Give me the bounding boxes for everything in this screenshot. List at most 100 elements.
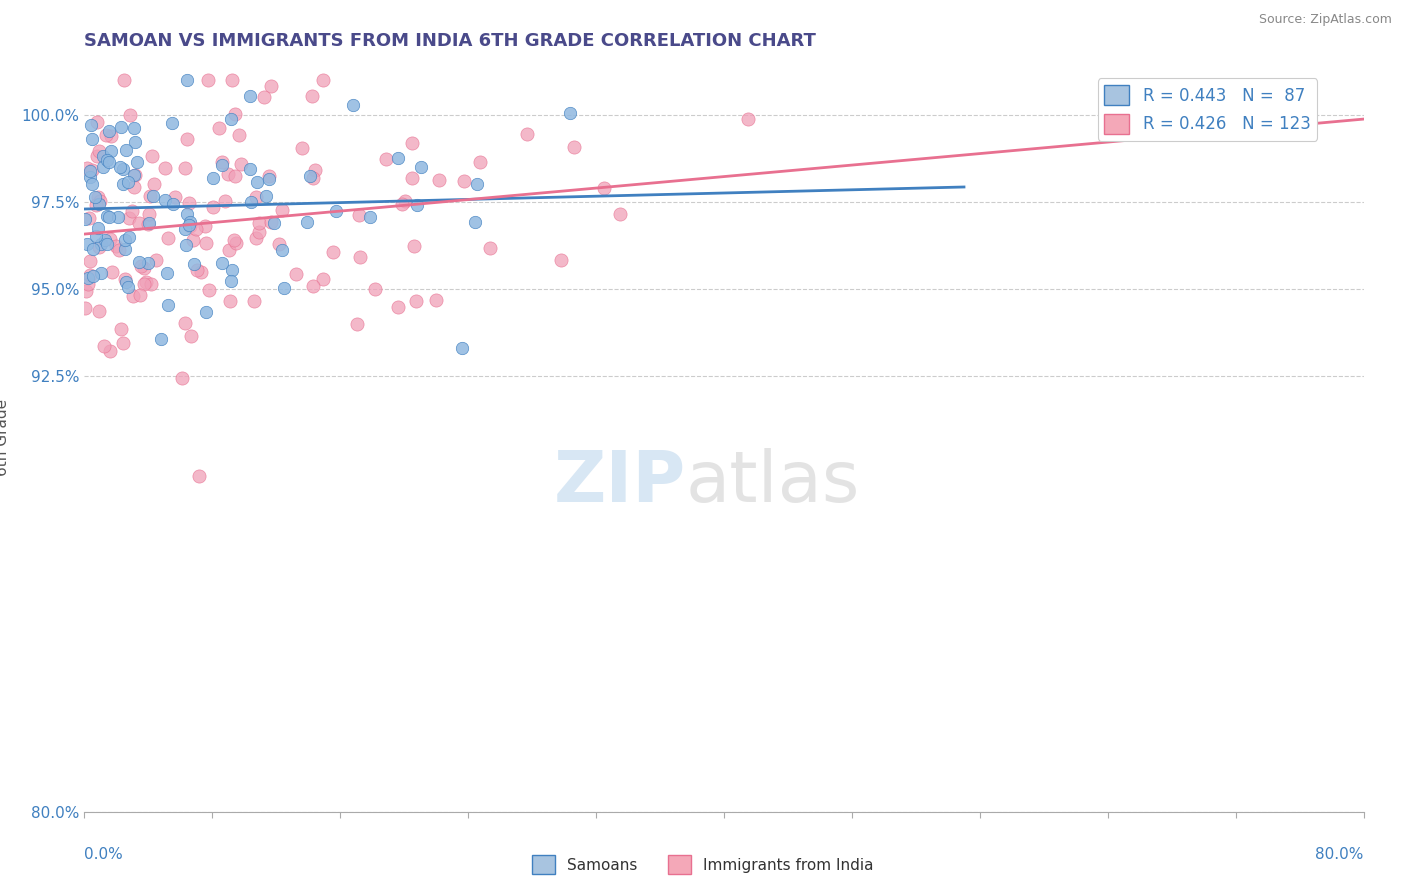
Point — [87, 145, 110, 159]
Point — [79, 268, 101, 282]
Legend: R = 0.443   N =  87, R = 0.426   N = 123: R = 0.443 N = 87, R = 0.426 N = 123 — [1098, 78, 1317, 141]
Point — [76, 237, 98, 252]
Point — [129, 288, 152, 302]
Point — [124, 179, 146, 194]
Point — [186, 221, 208, 235]
Point — [86, 149, 108, 163]
Point — [129, 259, 152, 273]
Point — [197, 73, 219, 87]
Point — [156, 298, 179, 312]
Point — [222, 233, 245, 247]
Point — [267, 237, 290, 252]
Y-axis label: 6th Grade: 6th Grade — [0, 399, 10, 475]
Point — [238, 162, 260, 177]
Point — [211, 256, 233, 270]
Point — [122, 120, 145, 135]
Point — [77, 277, 100, 292]
Point — [301, 170, 323, 185]
Point — [427, 172, 450, 186]
Point — [124, 168, 146, 182]
Point — [425, 293, 447, 308]
Point — [138, 206, 160, 220]
Point — [450, 342, 472, 356]
Point — [111, 161, 134, 176]
Point — [359, 211, 381, 225]
Point — [77, 271, 100, 285]
Text: ZIP: ZIP — [554, 448, 686, 516]
Point — [117, 280, 139, 294]
Point — [197, 283, 219, 297]
Point — [202, 171, 225, 186]
Point — [201, 200, 224, 214]
Point — [179, 219, 201, 234]
Point — [401, 171, 423, 186]
Point — [118, 108, 141, 122]
Point — [550, 253, 572, 268]
Point — [155, 266, 177, 280]
Point — [122, 288, 145, 302]
Point — [207, 121, 229, 136]
Point — [93, 339, 115, 353]
Point — [110, 120, 132, 135]
Point — [273, 281, 295, 295]
Point — [132, 277, 155, 291]
Point — [470, 154, 492, 169]
Point — [94, 233, 117, 247]
Point — [107, 210, 129, 224]
Point — [121, 204, 143, 219]
Point — [132, 261, 155, 276]
Point — [252, 89, 274, 103]
Point — [298, 169, 321, 183]
Point — [89, 194, 111, 209]
Point — [87, 303, 110, 318]
Point — [464, 215, 486, 229]
Point — [247, 216, 270, 230]
Point — [96, 153, 118, 168]
Point — [162, 197, 184, 211]
Point — [115, 276, 138, 290]
Point — [79, 163, 101, 178]
Point — [516, 128, 538, 142]
Point — [211, 154, 233, 169]
Point — [243, 293, 266, 308]
Point — [254, 189, 277, 203]
Legend: Samoans, Immigrants from India: Samoans, Immigrants from India — [526, 849, 880, 880]
Point — [75, 284, 97, 298]
Point — [170, 371, 193, 385]
Point — [183, 257, 205, 271]
Point — [80, 118, 103, 132]
Point — [143, 177, 166, 191]
Point — [411, 161, 433, 175]
Point — [375, 152, 398, 166]
Point — [118, 230, 141, 244]
Point — [100, 145, 122, 159]
Point — [79, 253, 101, 268]
Point — [177, 196, 200, 211]
Point — [90, 237, 112, 252]
Point — [117, 175, 139, 189]
Point — [211, 158, 233, 172]
Point — [245, 190, 267, 204]
Point — [139, 277, 162, 292]
Point — [257, 169, 280, 183]
Point — [194, 219, 217, 233]
Point — [156, 231, 179, 245]
Point — [240, 195, 263, 210]
Point — [187, 468, 209, 483]
Point — [90, 266, 112, 280]
Point — [219, 294, 242, 309]
Point — [219, 275, 242, 289]
Point — [77, 211, 100, 225]
Point — [224, 106, 246, 120]
Point — [225, 236, 247, 251]
Point — [118, 211, 141, 225]
Point — [217, 167, 239, 181]
Point — [173, 161, 195, 175]
Point — [259, 172, 281, 186]
Point — [108, 161, 131, 175]
Point — [221, 73, 243, 87]
Point — [97, 211, 120, 225]
Point — [114, 242, 136, 256]
Point — [302, 279, 325, 293]
Point — [82, 268, 104, 283]
